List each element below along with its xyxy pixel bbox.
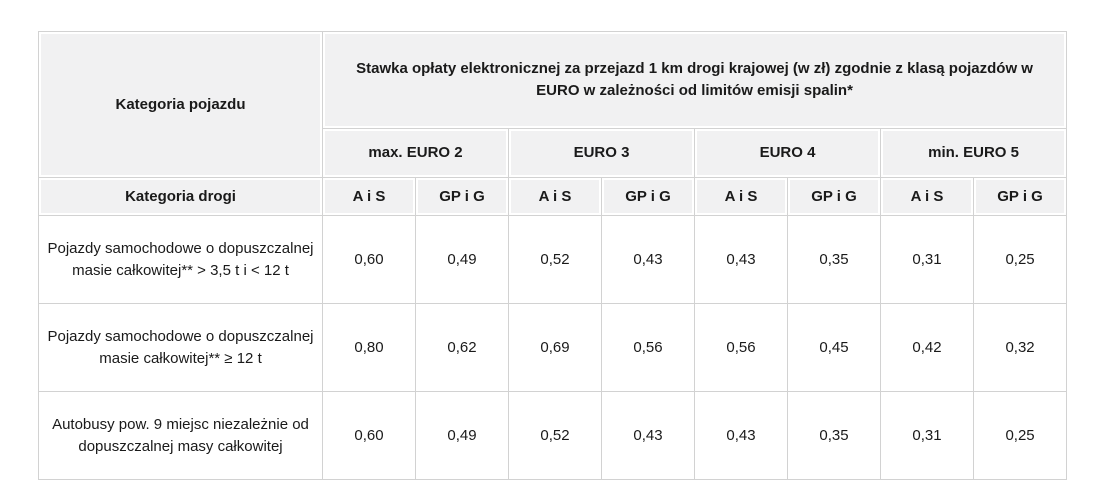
vehicle-row-label: Autobusy pow. 9 miejsc niezależnie od do… — [38, 391, 323, 480]
euro-class-header-max-euro2: max. EURO 2 — [322, 128, 509, 178]
road-type-header: GP i G — [972, 177, 1068, 216]
vehicle-category-header-cell: Kategoria pojazdu — [38, 31, 323, 178]
toll-rates-table-container: Kategoria pojazdu Stawka opłaty elektron… — [38, 31, 1068, 480]
rate-value-cell: 0,43 — [601, 215, 695, 304]
rate-value-cell: 0,32 — [972, 303, 1068, 392]
rate-title-cell: Stawka opłaty elektronicznej za przejazd… — [321, 31, 1068, 129]
table-row: Pojazdy samochodowe o dopuszczalnej masi… — [38, 215, 1068, 304]
rate-value-cell: 0,45 — [787, 303, 881, 392]
rate-value-cell: 0,56 — [694, 303, 788, 392]
road-type-header: GP i G — [787, 177, 881, 216]
rate-value-cell: 0,43 — [694, 215, 788, 304]
rate-value-cell: 0,60 — [322, 391, 416, 480]
rate-value-cell: 0,49 — [415, 391, 509, 480]
vehicle-row-label: Pojazdy samochodowe o dopuszczalnej masi… — [38, 215, 323, 304]
road-type-header: A i S — [694, 177, 788, 216]
road-type-header: A i S — [508, 177, 602, 216]
euro-class-header-min-euro5: min. EURO 5 — [879, 128, 1068, 178]
rate-value-cell: 0,62 — [415, 303, 509, 392]
rate-value-cell: 0,35 — [787, 391, 881, 480]
table-row: Pojazdy samochodowe o dopuszczalnej masi… — [38, 303, 1068, 392]
rate-value-cell: 0,25 — [972, 215, 1068, 304]
rate-value-cell: 0,56 — [601, 303, 695, 392]
rate-value-cell: 0,80 — [322, 303, 416, 392]
euro-class-header-euro4: EURO 4 — [694, 128, 881, 178]
rate-value-cell: 0,43 — [601, 391, 695, 480]
rate-value-cell: 0,31 — [880, 391, 974, 480]
rate-value-cell: 0,52 — [508, 391, 602, 480]
rate-value-cell: 0,60 — [322, 215, 416, 304]
rate-value-cell: 0,31 — [880, 215, 974, 304]
road-type-header: GP i G — [601, 177, 695, 216]
road-type-header: A i S — [880, 177, 974, 216]
rate-value-cell: 0,69 — [508, 303, 602, 392]
road-category-header-cell: Kategoria drogi — [38, 177, 323, 216]
vehicle-row-label: Pojazdy samochodowe o dopuszczalnej masi… — [38, 303, 323, 392]
table-row: Autobusy pow. 9 miejsc niezależnie od do… — [38, 391, 1068, 480]
rate-value-cell: 0,52 — [508, 215, 602, 304]
rate-value-cell: 0,43 — [694, 391, 788, 480]
rate-value-cell: 0,49 — [415, 215, 509, 304]
euro-class-header-euro3: EURO 3 — [508, 128, 695, 178]
toll-rates-table: Kategoria pojazdu Stawka opłaty elektron… — [38, 31, 1068, 480]
rate-value-cell: 0,35 — [787, 215, 881, 304]
rate-value-cell: 0,42 — [880, 303, 974, 392]
rate-value-cell: 0,25 — [972, 391, 1068, 480]
road-type-header: GP i G — [415, 177, 509, 216]
road-type-header: A i S — [322, 177, 416, 216]
